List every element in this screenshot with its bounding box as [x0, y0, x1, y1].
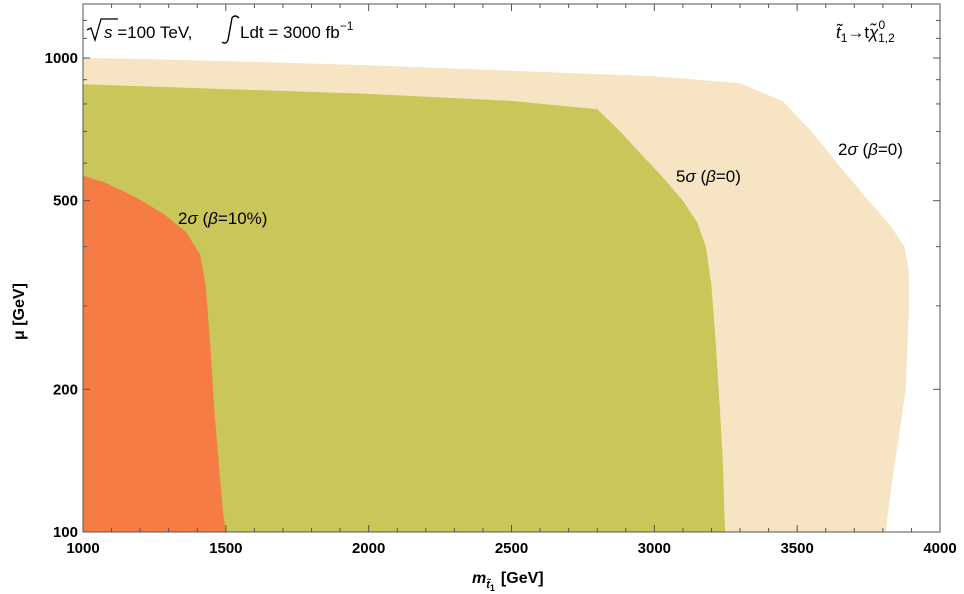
x-tick-label: 4000	[923, 540, 956, 557]
y-tick-label: 100	[53, 524, 78, 541]
y-axis-title: μ [GeV]	[11, 283, 28, 340]
energy-lumi-annotation: s =100 TeV, Ldt = 3000 fb−1	[86, 15, 354, 44]
tick-marks: 1000 1500 2000 2500 3000 3500 4000 100 200 500 100…	[45, 3, 957, 557]
integral-symbol	[221, 15, 240, 44]
exclusion-regions	[83, 58, 910, 533]
y-tick-label: 1000	[45, 50, 78, 67]
y-tick-label: 500	[53, 193, 78, 210]
x-tick-label: 2000	[352, 540, 385, 557]
x-tick-label: 3500	[780, 540, 813, 557]
x-tick-label: 1500	[209, 540, 242, 557]
y-tick-label: 200	[53, 381, 78, 398]
series-label-5sigma-beta0: 5σ (β=0)	[676, 167, 741, 186]
x-tick-label: 1000	[66, 540, 99, 557]
region-1	[83, 84, 726, 533]
series-label-2sigma-beta0: 2σ (β=0)	[838, 140, 903, 159]
svg-text:s =100 TeV,: s =100 TeV,	[104, 23, 192, 42]
x-axis-title: mt̃1[GeV]	[472, 570, 544, 593]
region-2	[83, 175, 226, 532]
decay-annotation: t̃1→tχ̃0 1,2	[836, 18, 895, 45]
series-label-2sigma-beta10: 2σ (β=10%)	[178, 209, 267, 228]
sqrt-symbol	[86, 18, 118, 43]
x-tick-label: 2500	[495, 540, 528, 557]
x-tick-label: 3000	[638, 540, 671, 557]
svg-text:Ldt = 3000 fb−1: Ldt = 3000 fb−1	[240, 19, 354, 42]
